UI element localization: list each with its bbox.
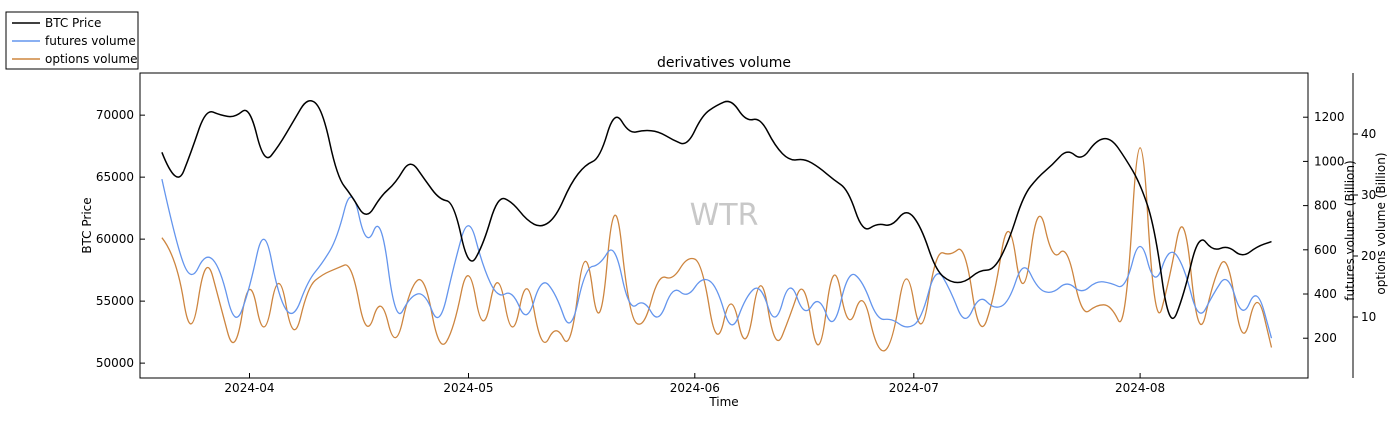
y-axis-right1-label: futures volume (Billion) xyxy=(1343,160,1357,300)
y-right2-tick-label: 30 xyxy=(1361,188,1376,202)
y-axis-left-label: BTC Price xyxy=(80,197,94,253)
watermark: WTR xyxy=(690,198,759,233)
ticks: 2024-04 2024-05 2024-06 2024-07 2024-08 50000… xyxy=(96,108,1376,395)
y-left-tick-label: 60000 xyxy=(96,232,134,246)
x-tick-label: 2024-07 xyxy=(889,381,939,395)
legend-label-options-volume: options volume xyxy=(45,52,137,66)
x-tick-label: 2024-06 xyxy=(670,381,720,395)
y-axis-right2-label: options volume (Billion) xyxy=(1374,152,1388,294)
y-right1-tick-label: 1200 xyxy=(1314,110,1345,124)
axes-frame xyxy=(139,72,1309,379)
y-right1-tick-label: 800 xyxy=(1314,199,1337,213)
chart-title: derivatives volume xyxy=(657,55,791,71)
y-right2-tick-label: 40 xyxy=(1361,127,1376,141)
x-axis-label: Time xyxy=(708,395,738,409)
y-right1-tick-label: 200 xyxy=(1314,331,1337,345)
legend-label-futures-volume: futures volume xyxy=(45,34,136,48)
y-right1-tick-label: 600 xyxy=(1314,243,1337,257)
series-line-futures-volume xyxy=(161,178,1273,339)
y-right2-tick-label: 10 xyxy=(1361,310,1376,324)
x-tick-label: 2024-04 xyxy=(224,381,274,395)
y-right2-tick-label: 20 xyxy=(1361,249,1376,263)
y-right1-tick-label: 1000 xyxy=(1314,154,1345,168)
legend: BTC Price futures volume options volume xyxy=(5,11,139,70)
x-tick-label: 2024-05 xyxy=(443,381,493,395)
y-left-tick-label: 55000 xyxy=(96,294,134,308)
y-left-tick-label: 50000 xyxy=(96,356,134,370)
x-tick-label: 2024-08 xyxy=(1115,381,1165,395)
legend-label-btc-price: BTC Price xyxy=(45,16,101,30)
y-left-tick-label: 65000 xyxy=(96,170,134,184)
series-line-options-volume xyxy=(161,147,1273,352)
plot-area xyxy=(161,100,1273,352)
series-line-btc-price xyxy=(161,100,1272,320)
y-left-tick-label: 70000 xyxy=(96,108,134,122)
y-right1-tick-label: 400 xyxy=(1314,287,1337,301)
